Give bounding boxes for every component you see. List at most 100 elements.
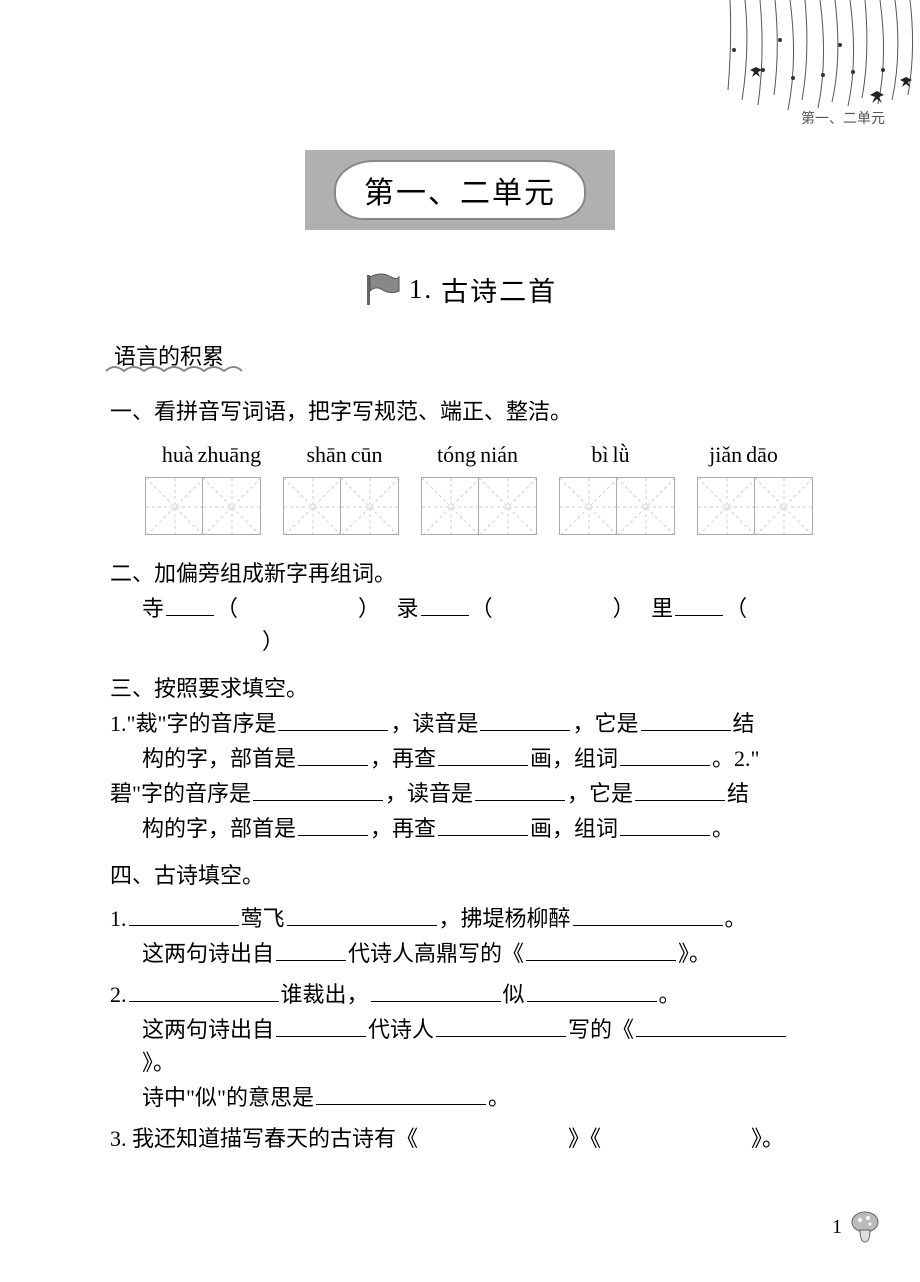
fill-blank[interactable] [371, 980, 501, 1002]
fill-blank[interactable] [129, 980, 279, 1002]
text: ，它是 [572, 711, 638, 736]
text: 》。 [678, 941, 711, 966]
q4-heading: 四、古诗填空。 [110, 859, 810, 892]
fill-blank[interactable] [635, 779, 725, 801]
tianzige-cell[interactable] [697, 477, 755, 535]
page-number: 1 [832, 1216, 842, 1239]
tianzige-cell[interactable] [617, 477, 675, 535]
grid-pair [559, 477, 675, 535]
tianzige-row [110, 477, 810, 535]
fill-blank[interactable] [675, 594, 723, 616]
text: 。 [488, 1085, 510, 1110]
pinyin: lǜ [613, 438, 630, 471]
pinyin-row: huàzhuāng shāncūn tóngnián bìlǜ jiǎndāo [110, 438, 810, 471]
grid-pair [421, 477, 537, 535]
tianzige-cell[interactable] [145, 477, 203, 535]
text: 。 [712, 816, 734, 841]
text: 这两句诗出自 [142, 1017, 274, 1042]
header-caption: 第一、二单元 [801, 108, 885, 128]
q2-char: 里 [651, 596, 673, 621]
pinyin: zhuāng [198, 438, 262, 471]
fill-blank[interactable] [129, 904, 239, 926]
grid-pair [697, 477, 813, 535]
chapter-number: 1. [409, 274, 433, 305]
pinyin: bì [591, 438, 608, 471]
text: ，拂堤杨柳醉 [439, 906, 571, 931]
fill-blank[interactable] [475, 779, 565, 801]
text: 3. 我还知道描写春天的古诗有《 [110, 1126, 418, 1151]
pinyin: nián [480, 438, 518, 471]
fill-blank[interactable] [480, 709, 570, 731]
text: 画，组词 [530, 816, 618, 841]
grid-pair [283, 477, 399, 535]
text: 结 [733, 711, 755, 736]
text: 》。 [142, 1050, 175, 1075]
section-badge-text: 语言的积累 [110, 337, 228, 373]
text: 似 [503, 982, 525, 1007]
section-badge: 语言的积累 [110, 337, 228, 373]
text: 画，组词 [530, 746, 618, 771]
pinyin: shān [306, 438, 346, 471]
text: 构的字，部首是 [142, 746, 296, 771]
fill-blank[interactable] [436, 1015, 566, 1037]
q3-line2: 构的字，部首是 ，再查 画，组词 。2." [110, 742, 810, 775]
fill-blank[interactable] [278, 709, 388, 731]
q4-item2-sub: 这两句诗出自 代诗人 写的《》。 [110, 1013, 810, 1079]
fill-blank[interactable] [527, 980, 657, 1002]
fill-blank[interactable] [526, 939, 676, 961]
q1-heading: 一、看拼音写词语，把字写规范、端正、整洁。 [110, 395, 810, 428]
tianzige-cell[interactable] [203, 477, 261, 535]
text: 代诗人 [368, 1017, 434, 1042]
text: 》。 [751, 1126, 784, 1151]
fill-blank[interactable] [641, 709, 731, 731]
fill-blank[interactable] [298, 744, 368, 766]
text: 。2." [712, 746, 759, 771]
fill-blank[interactable] [316, 1083, 486, 1105]
question-4: 四、古诗填空。 1.莺飞，拂堤杨柳醉。 这两句诗出自代诗人高鼎写的《》。 2.谁… [110, 859, 810, 1155]
fill-blank[interactable] [276, 939, 346, 961]
q4-item3: 3. 我还知道描写春天的古诗有《 》《 》。 [110, 1122, 810, 1155]
q3-line1: 1."裁"字的音序是，读音是，它是结 [110, 707, 810, 740]
chapter-title-row: 1. 古诗二首 [110, 270, 810, 309]
fill-blank[interactable] [276, 1015, 366, 1037]
tianzige-cell[interactable] [559, 477, 617, 535]
text: 2. [110, 982, 127, 1007]
text: 》《 [568, 1126, 601, 1151]
tianzige-cell[interactable] [341, 477, 399, 535]
q2-char: 录 [397, 596, 419, 621]
fill-blank[interactable] [636, 1015, 786, 1037]
tianzige-cell[interactable] [421, 477, 479, 535]
tianzige-cell[interactable] [283, 477, 341, 535]
fill-blank[interactable] [421, 594, 469, 616]
q3-line3: 碧"字的音序是，读音是，它是结 [110, 777, 810, 810]
text: 。 [659, 982, 681, 1007]
fill-blank[interactable] [573, 904, 723, 926]
fill-blank[interactable] [620, 744, 710, 766]
fill-blank[interactable] [620, 814, 710, 836]
text: 碧"字的音序是 [110, 781, 251, 806]
tianzige-cell[interactable] [479, 477, 537, 535]
q3-line4: 构的字，部首是，再查画，组词。 [110, 812, 810, 845]
text: 谁裁出， [281, 982, 369, 1007]
q2-char: 寺 [142, 596, 164, 621]
page-footer: 1 [832, 1210, 880, 1244]
pinyin: jiǎn [709, 438, 742, 471]
q4-item2: 2. 谁裁出， 似 。 [110, 978, 810, 1011]
fill-blank[interactable] [438, 744, 528, 766]
question-2: 二、加偏旁组成新字再组词。 寺（） 录（） 里（） [110, 557, 810, 658]
fill-blank[interactable] [298, 814, 368, 836]
fill-blank[interactable] [166, 594, 214, 616]
text: 结 [727, 781, 749, 806]
text: 构的字，部首是 [142, 816, 296, 841]
tianzige-cell[interactable] [755, 477, 813, 535]
unit-banner: 第一、二单元 [305, 150, 615, 230]
text: 这两句诗出自 [142, 941, 274, 966]
fill-blank[interactable] [287, 904, 437, 926]
text: ，读音是 [385, 781, 473, 806]
fill-blank[interactable] [253, 779, 383, 801]
text: 写的《 [568, 1017, 634, 1042]
text: ，再查 [370, 746, 436, 771]
mushroom-icon [850, 1210, 880, 1244]
fill-blank[interactable] [438, 814, 528, 836]
q2-heading: 二、加偏旁组成新字再组词。 [110, 557, 810, 590]
